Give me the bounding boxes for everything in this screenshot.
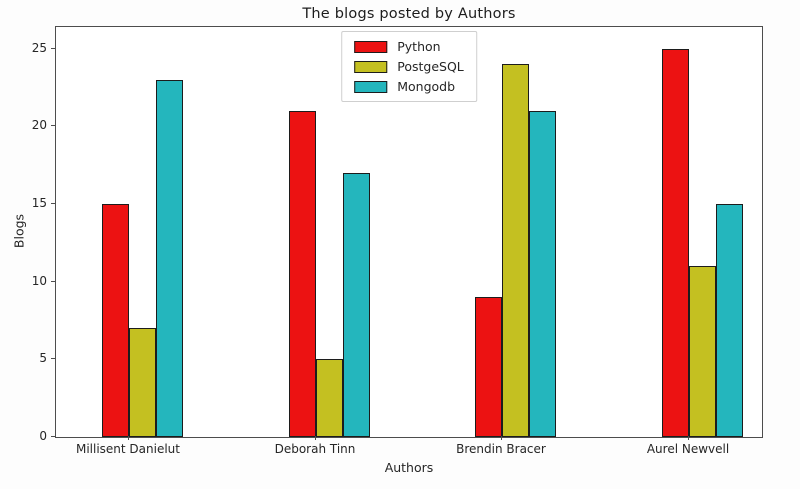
y-tick-mark: [51, 48, 55, 49]
bar-python-4: [662, 49, 689, 437]
bar-postgesql-2: [316, 359, 343, 437]
x-tick-label: Deborah Tinn: [274, 442, 356, 456]
x-tick-mark: [501, 436, 502, 440]
legend-item: PostgeSQL: [354, 59, 464, 74]
x-tick-mark: [315, 436, 316, 440]
legend-label: Mongodb: [397, 79, 456, 94]
y-tick-mark: [51, 358, 55, 359]
legend: Python PostgeSQL Mongodb: [341, 31, 477, 102]
legend-swatch: [354, 40, 388, 53]
x-tick-label: Millisent Danielut: [75, 442, 180, 456]
chart-title: The blogs posted by Authors: [302, 6, 516, 22]
legend-item: Mongodb: [354, 79, 464, 94]
y-tick-label: 20: [31, 118, 47, 132]
bar-python-3: [475, 297, 502, 437]
x-tick-mark: [688, 436, 689, 440]
y-tick-label: 5: [39, 351, 47, 365]
x-tick-label: Brendin Bracer: [456, 442, 546, 456]
y-tick-label: 10: [31, 274, 47, 288]
legend-label: Python: [397, 39, 441, 54]
bar-python-1: [102, 204, 129, 437]
y-tick-label: 25: [31, 41, 47, 55]
legend-swatch: [354, 80, 388, 93]
bar-postgesql-3: [502, 64, 529, 437]
y-tick-mark: [51, 125, 55, 126]
y-tick-mark: [51, 203, 55, 204]
y-axis-label: Blogs: [11, 213, 27, 249]
x-tick-mark: [128, 436, 129, 440]
y-tick-label: 15: [31, 196, 47, 210]
bar-mongodb-2: [343, 173, 370, 437]
y-tick-mark: [51, 281, 55, 282]
legend-swatch: [354, 60, 388, 73]
bar-mongodb-4: [716, 204, 743, 437]
y-tick-mark: [51, 436, 55, 437]
x-tick-label: Aurel Newvell: [646, 442, 730, 456]
bar-mongodb-1: [156, 80, 183, 437]
legend-item: Python: [354, 39, 464, 54]
y-tick-label: 0: [39, 429, 47, 443]
bar-python-2: [289, 111, 316, 437]
plot-area: Python PostgeSQL Mongodb: [55, 26, 763, 438]
bar-postgesql-4: [689, 266, 716, 437]
bar-postgesql-1: [129, 328, 156, 437]
legend-label: PostgeSQL: [397, 59, 464, 74]
bar-mongodb-3: [529, 111, 556, 437]
x-axis-label: Authors: [384, 460, 434, 475]
